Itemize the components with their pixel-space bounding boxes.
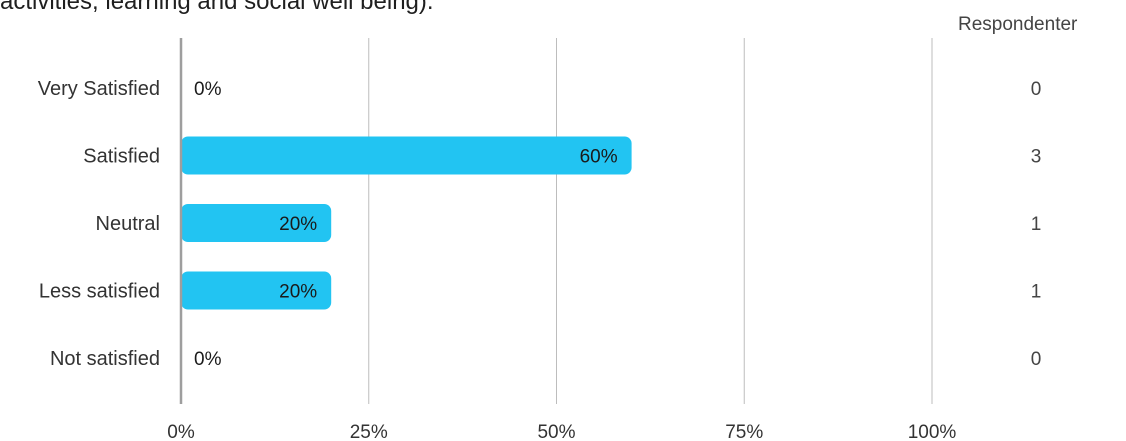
respondent-count: 3 — [1031, 147, 1042, 168]
category-label: Less satisfied — [39, 281, 160, 303]
data-label: 60% — [580, 147, 618, 168]
x-tick-label: 0% — [167, 422, 195, 441]
category-label: Neutral — [96, 213, 160, 235]
respondent-count: 1 — [1031, 214, 1042, 235]
x-tick-label: 100% — [908, 422, 957, 441]
respondent-count: 0 — [1031, 79, 1042, 100]
bar — [181, 136, 632, 175]
x-tick-label: 75% — [725, 422, 763, 441]
category-label: Satisfied — [83, 146, 160, 168]
respondent-column-header: Respondenter — [958, 14, 1078, 35]
question-title-fragment: activities, learning and social well bei… — [0, 0, 434, 15]
data-label: 20% — [279, 214, 317, 235]
bar — [181, 204, 332, 242]
category-label: Very Satisfied — [38, 78, 160, 100]
data-label: 0% — [194, 349, 222, 370]
category-label: Not satisfied — [50, 348, 160, 370]
data-label: 20% — [279, 282, 317, 303]
data-label: 0% — [194, 79, 222, 100]
respondent-count: 1 — [1031, 282, 1042, 303]
respondent-count: 0 — [1031, 349, 1042, 370]
bar — [181, 271, 332, 310]
x-tick-label: 50% — [537, 422, 575, 441]
x-tick-label: 25% — [350, 422, 388, 441]
